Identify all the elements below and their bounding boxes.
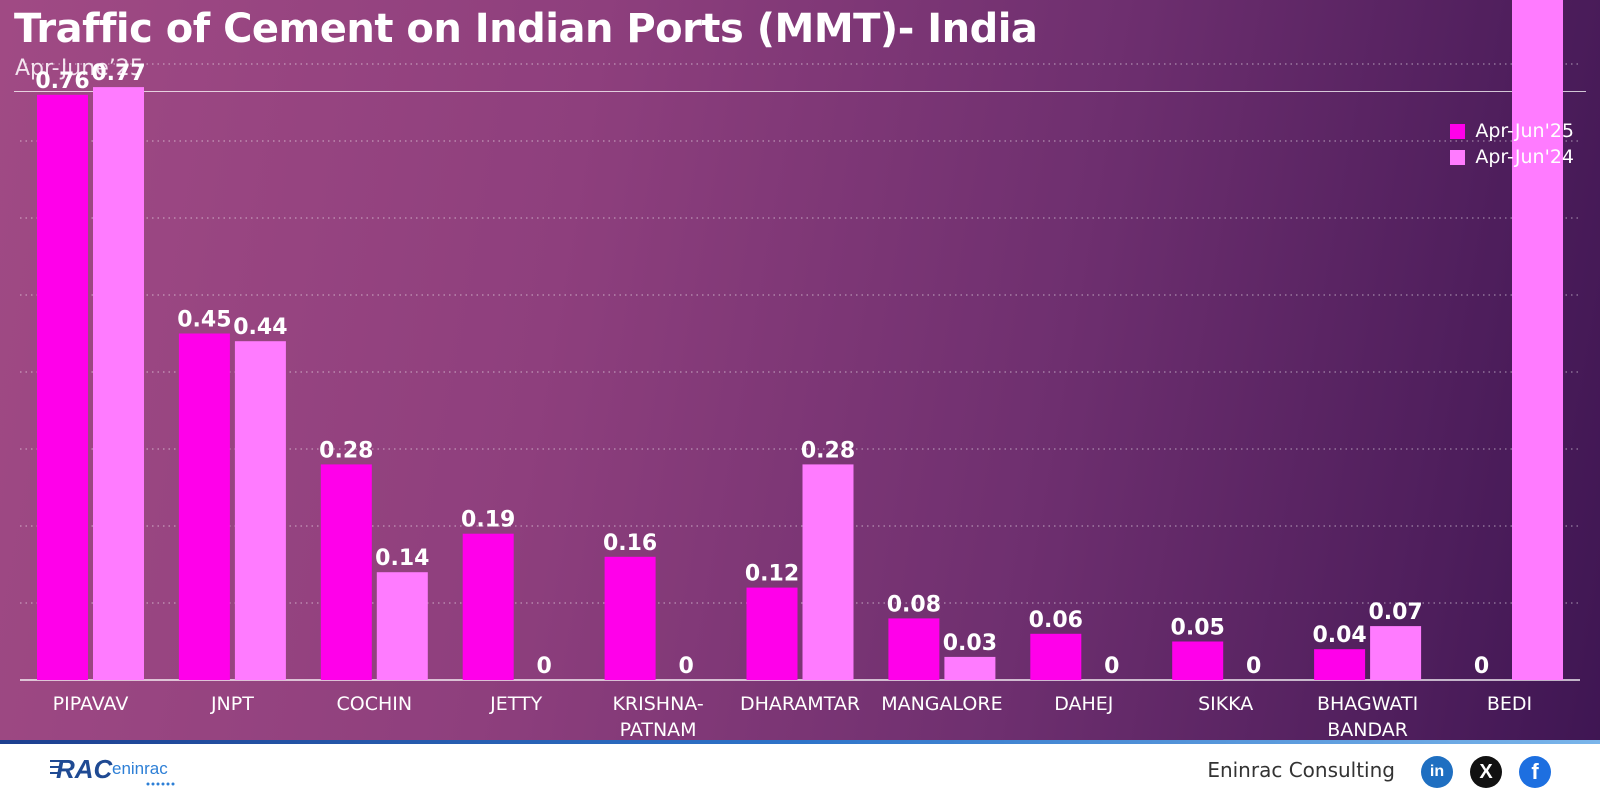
data-label: 0.28 <box>319 438 373 463</box>
footer: RAC eninrac Eninrac Consulting in X f <box>0 744 1600 800</box>
logo-mark-text: RAC <box>56 754 114 784</box>
data-label: 0.05 <box>1171 616 1225 641</box>
data-label: 0.04 <box>1312 623 1366 648</box>
category-label: BANDAR <box>1327 719 1408 740</box>
bar <box>944 656 996 680</box>
data-label: 0 <box>1246 654 1261 679</box>
bar <box>1314 649 1366 680</box>
bar <box>1030 633 1082 680</box>
data-label: 0.28 <box>801 438 855 463</box>
data-label: 0.07 <box>1368 600 1422 625</box>
data-label: 0.44 <box>233 315 287 340</box>
data-label: 0 <box>678 654 693 679</box>
data-label: 0.06 <box>1029 608 1083 633</box>
bar <box>604 556 656 680</box>
bar <box>1512 0 1563 680</box>
data-label: 0 <box>537 654 552 679</box>
category-label: PATNAM <box>620 719 697 740</box>
chart-title: Traffic of Cement on Indian Ports (MMT)-… <box>14 6 1038 52</box>
bar <box>746 587 798 680</box>
data-label: 0.19 <box>461 508 515 533</box>
data-label: 0.76 <box>35 69 89 94</box>
bar <box>37 94 88 681</box>
chart-legend: Apr-Jun'25 Apr-Jun'24 <box>1450 118 1574 170</box>
data-label: 0.77 <box>91 61 145 86</box>
category-label: PIPAVAV <box>53 693 129 715</box>
data-label: 0.12 <box>745 562 799 587</box>
category-label: BHAGWATI <box>1317 693 1418 715</box>
bar <box>802 464 854 680</box>
category-label: SIKKA <box>1198 693 1253 715</box>
bar <box>376 572 428 680</box>
legend-swatch-2025 <box>1450 123 1466 139</box>
brand-name: Eninrac Consulting <box>1207 758 1395 782</box>
bar <box>1370 626 1422 680</box>
category-label: COCHIN <box>337 693 413 715</box>
category-label: DAHEJ <box>1054 693 1113 715</box>
bar <box>93 87 144 681</box>
data-label: 0.03 <box>943 631 997 656</box>
category-label: MANGALORE <box>881 693 1002 715</box>
legend-swatch-2024 <box>1450 149 1466 165</box>
x-twitter-icon[interactable]: X <box>1470 756 1502 788</box>
data-label: 0.08 <box>887 592 941 617</box>
data-label: 0.16 <box>603 531 657 556</box>
chart-panel: Traffic of Cement on Indian Ports (MMT)-… <box>0 0 1600 740</box>
data-label: 0 <box>1104 654 1119 679</box>
bar-chart: 0.76 0.77 PIPAVAV 0.45 0.44 JNPT 0.28 0.14 COCHI… <box>35 0 1563 740</box>
data-label: 0 <box>1474 654 1489 679</box>
category-label: JETTY <box>489 693 542 715</box>
legend-item-2024: Apr-Jun'24 <box>1450 144 1574 170</box>
bar <box>462 533 514 680</box>
legend-label-2024: Apr-Jun'24 <box>1475 146 1574 168</box>
facebook-icon[interactable]: f <box>1519 756 1551 788</box>
logo-word-text: eninrac <box>112 759 168 778</box>
data-label: 0.45 <box>177 308 231 333</box>
category-label: DHARAMTAR <box>740 693 860 715</box>
data-label: 0.14 <box>375 546 429 571</box>
linkedin-icon[interactable]: in <box>1421 756 1453 788</box>
chart-subtitle: Apr-June’25 <box>15 56 144 81</box>
bar <box>178 333 230 680</box>
bar <box>234 341 286 680</box>
legend-label-2025: Apr-Jun'25 <box>1475 120 1574 142</box>
legend-item-2025: Apr-Jun'25 <box>1450 118 1574 144</box>
category-label: BEDI <box>1487 693 1532 715</box>
footer-accent-strip <box>0 740 1600 744</box>
title-divider <box>14 91 1586 92</box>
bar <box>888 618 940 680</box>
bar <box>1172 641 1224 680</box>
bar <box>320 464 372 680</box>
category-label: JNPT <box>210 693 254 715</box>
eninrac-logo: RAC eninrac <box>50 754 175 786</box>
category-label: KRISHNA- <box>612 693 703 715</box>
